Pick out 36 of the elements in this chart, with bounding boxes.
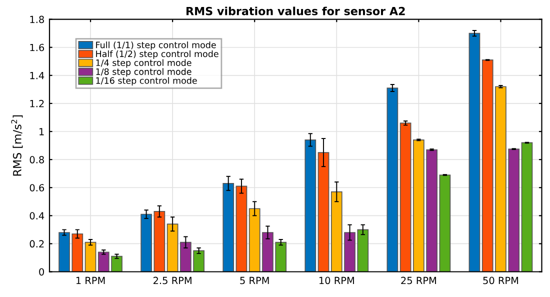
y-tick-label: 1.4 [30, 72, 44, 80]
x-tick-label: 1 RPM [76, 276, 105, 284]
y-tick-label: 0.4 [30, 212, 44, 220]
bar [140, 214, 152, 272]
legend-label: 1/4 step control mode [96, 59, 192, 68]
y-tick-label: 1 [40, 128, 44, 136]
bar [304, 140, 316, 272]
bar [236, 186, 248, 272]
y-tick-label: 0.6 [30, 184, 44, 192]
bar [400, 122, 412, 272]
legend-label: 1/16 step control mode [96, 77, 197, 86]
y-tick-label: 1.8 [30, 16, 44, 24]
bar [386, 88, 398, 272]
y-tick-label: 1.6 [30, 44, 44, 52]
bar [84, 242, 96, 272]
bar [166, 224, 178, 272]
x-tick-label: 5 RPM [240, 276, 269, 284]
bar [468, 32, 480, 272]
bar [439, 174, 451, 272]
y-tick-label: 0.8 [30, 156, 44, 164]
y-tick-label: 0.2 [30, 240, 44, 248]
x-tick-label: 10 RPM [319, 276, 354, 284]
legend-label: 1/8 step control mode [96, 68, 192, 77]
bar [222, 182, 234, 272]
y-axis-title: RMS [m/s$^{2}$] [11, 115, 23, 176]
x-tick-label: 50 RPM [483, 276, 518, 284]
x-tick-label: 25 RPM [401, 276, 436, 284]
chart-title: RMS vibration values for sensor A2 [186, 6, 405, 16]
legend-label: Full (1/1) step control mode [96, 41, 216, 50]
y-tick-label: 0 [39, 268, 44, 276]
bar [318, 152, 330, 272]
bar [154, 211, 166, 272]
legend-label: Half (1/2) step control mode [96, 50, 218, 59]
x-tick-label: 2.5 RPM [153, 276, 192, 284]
bar [521, 142, 533, 272]
y-tick-label: 1.2 [30, 100, 44, 108]
